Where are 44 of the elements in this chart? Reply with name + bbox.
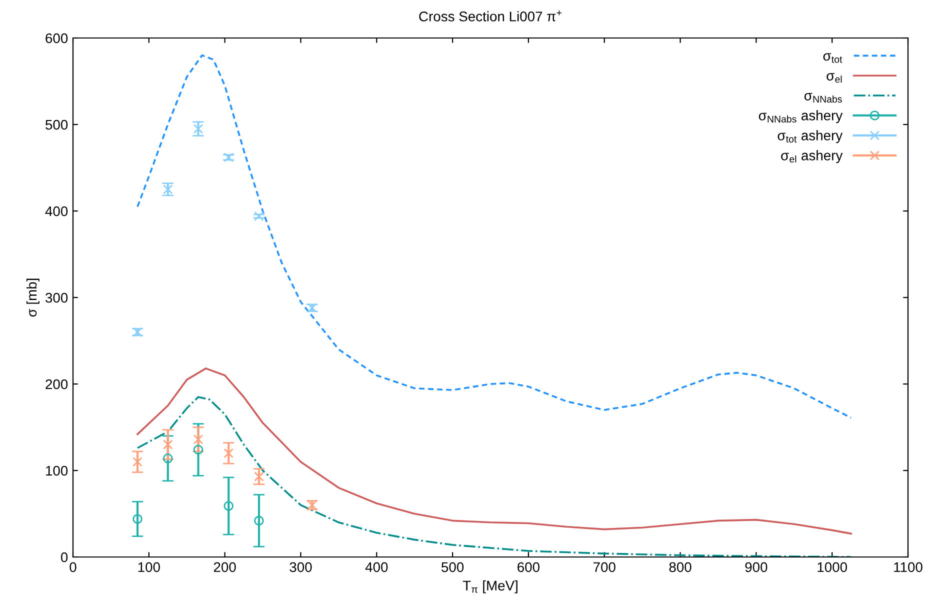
x-tick-label: 600 <box>518 562 540 572</box>
x-tick-label: 100 <box>138 562 160 572</box>
x-tick-label: 200 <box>214 562 236 572</box>
chart-title: Cross Section Li007 π$^{+}$ <box>419 10 562 22</box>
point <box>163 440 173 450</box>
y-axis-title: σ [mb] <box>26 278 40 317</box>
x-axis-title: T$_{π}$ [MeV] <box>462 580 518 594</box>
x-tick-label: 300 <box>290 562 312 572</box>
point <box>224 501 234 511</box>
y-tick-label: 500 <box>46 120 68 130</box>
x-tick-label: 1000 <box>818 562 847 572</box>
x-tick-label: 400 <box>365 562 388 572</box>
legend-label: σ$_{tot}$ ashery <box>778 130 843 144</box>
y-tick-label: 600 <box>46 33 68 44</box>
point <box>163 184 173 194</box>
y-tick-label: 200 <box>46 379 68 390</box>
y-tick-label: 0 <box>60 552 68 562</box>
point <box>132 514 142 524</box>
point <box>254 211 264 222</box>
legend-label: σ$_{tot}$ <box>823 53 842 63</box>
y-tick-label: 400 <box>45 206 68 216</box>
point <box>193 434 204 444</box>
x-tick-label: 800 <box>669 562 692 572</box>
legend-label: σ$_{NNabs}$ ashery <box>758 110 843 124</box>
y-tick-label: 300 <box>46 292 68 303</box>
line-series <box>136 54 852 419</box>
point <box>193 124 204 134</box>
legend-label: σ$_{NNabs}$ <box>804 92 842 103</box>
x-tick-label: 500 <box>442 562 464 572</box>
point <box>163 454 173 464</box>
x-tick-label: 1100 <box>894 562 922 572</box>
y-tick-label: 100 <box>46 466 68 476</box>
point <box>224 448 234 458</box>
x-tick-label: 700 <box>593 562 616 572</box>
legend-label: σ$_{el}$ ashery <box>781 150 843 164</box>
x-tick-label: 0 <box>70 562 76 572</box>
point <box>132 456 142 467</box>
point <box>254 472 264 482</box>
line-series <box>136 368 852 535</box>
line-series <box>136 396 852 557</box>
point <box>193 444 204 455</box>
x-tick-label: 900 <box>745 562 768 572</box>
legend-label: σ$_{el}$ <box>826 73 842 83</box>
point <box>254 516 264 526</box>
